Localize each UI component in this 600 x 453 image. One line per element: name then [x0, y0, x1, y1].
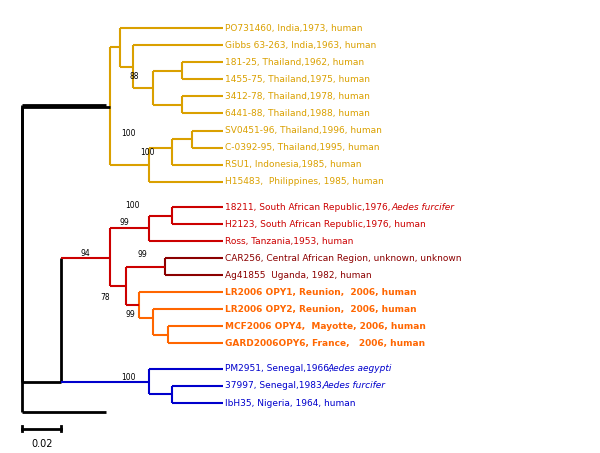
Text: 100: 100	[140, 148, 155, 157]
Text: SV0451-96, Thailand,1996, human: SV0451-96, Thailand,1996, human	[225, 126, 382, 135]
Text: IbH35, Nigeria, 1964, human: IbH35, Nigeria, 1964, human	[225, 399, 355, 408]
Text: 18211, South African Republic,1976,: 18211, South African Republic,1976,	[225, 202, 394, 212]
Text: PM2951, Senegal,1966,: PM2951, Senegal,1966,	[225, 365, 335, 373]
Text: 99: 99	[137, 251, 147, 259]
Text: 94: 94	[81, 249, 91, 258]
Text: 37997, Senegal,1983,: 37997, Senegal,1983,	[225, 381, 328, 390]
Text: LR2006 OPY2, Reunion,  2006, human: LR2006 OPY2, Reunion, 2006, human	[225, 305, 416, 314]
Text: 3412-78, Thailand,1978, human: 3412-78, Thailand,1978, human	[225, 92, 370, 101]
Text: Ag41855  Uganda, 1982, human: Ag41855 Uganda, 1982, human	[225, 271, 371, 280]
Text: Ross, Tanzania,1953, human: Ross, Tanzania,1953, human	[225, 237, 353, 246]
Text: 78: 78	[100, 293, 110, 302]
Text: 99: 99	[125, 310, 136, 319]
Text: 100: 100	[125, 201, 139, 210]
Text: Aedes aegypti: Aedes aegypti	[327, 365, 391, 373]
Text: H2123, South African Republic,1976, human: H2123, South African Republic,1976, huma…	[225, 220, 426, 229]
Text: 100: 100	[121, 130, 136, 139]
Text: MCF2006 OPY4,  Mayotte, 2006, human: MCF2006 OPY4, Mayotte, 2006, human	[225, 322, 426, 331]
Text: 0.02: 0.02	[31, 439, 53, 449]
Text: 1455-75, Thailand,1975, human: 1455-75, Thailand,1975, human	[225, 75, 370, 84]
Text: 100: 100	[121, 373, 136, 382]
Text: C-0392-95, Thailand,1995, human: C-0392-95, Thailand,1995, human	[225, 143, 379, 152]
Text: GARD2006OPY6, France,   2006, human: GARD2006OPY6, France, 2006, human	[225, 339, 425, 348]
Text: 6441-88, Thailand,1988, human: 6441-88, Thailand,1988, human	[225, 109, 370, 118]
Text: 99: 99	[120, 218, 130, 227]
Text: Aedes furcifer: Aedes furcifer	[392, 202, 455, 212]
Text: RSU1, Indonesia,1985, human: RSU1, Indonesia,1985, human	[225, 160, 361, 169]
Text: Gibbs 63-263, India,1963, human: Gibbs 63-263, India,1963, human	[225, 41, 376, 50]
Text: 181-25, Thailand,1962, human: 181-25, Thailand,1962, human	[225, 58, 364, 67]
Text: LR2006 OPY1, Reunion,  2006, human: LR2006 OPY1, Reunion, 2006, human	[225, 288, 416, 297]
Text: 88: 88	[130, 72, 139, 81]
Text: Aedes furcifer: Aedes furcifer	[322, 381, 385, 390]
Text: H15483,  Philippines, 1985, human: H15483, Philippines, 1985, human	[225, 177, 384, 186]
Text: CAR256, Central African Region, unknown, unknown: CAR256, Central African Region, unknown,…	[225, 254, 461, 263]
Text: PO731460, India,1973, human: PO731460, India,1973, human	[225, 24, 362, 33]
